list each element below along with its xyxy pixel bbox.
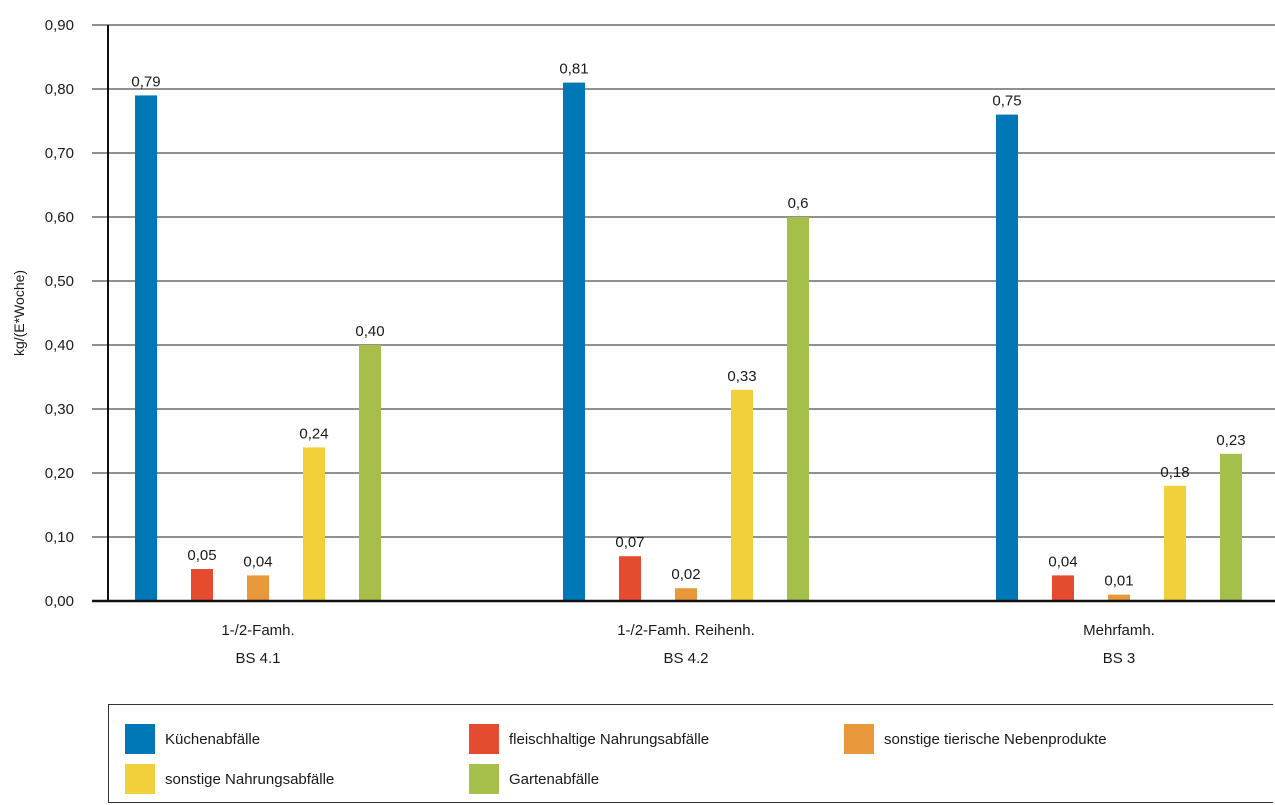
bar: [303, 447, 325, 601]
y-tick-label: 0,30: [45, 401, 74, 418]
bar: [675, 588, 697, 601]
y-tick-label: 0,80: [45, 81, 74, 98]
y-tick-label: 0,50: [45, 273, 74, 290]
bar: [1052, 575, 1074, 601]
bar: [359, 345, 381, 601]
bar: [1220, 453, 1242, 601]
y-tick-label: 0,00: [45, 593, 74, 610]
bar-value-label: 0,04: [1048, 553, 1077, 570]
legend-item: sonstige tierische Nebenprodukte: [844, 724, 1107, 754]
bar-value-label: 0,40: [355, 323, 384, 340]
x-axis-labels: 1-/2-Famh. BS 4.1 1-/2-Famh. Reihenh. BS 4.…: [221, 622, 1155, 667]
y-axis-ticks: 0,00 0,10 0,20 0,30 0,40 0,50 0,60 0,70 0,80 0,90: [45, 17, 74, 610]
x-tick-label: 1-/2-Famh. Reihenh.: [617, 622, 755, 639]
bar: [191, 569, 213, 601]
bars: [135, 82, 1242, 602]
bar: [996, 114, 1018, 601]
x-tick-label-line2: BS 4.2: [663, 650, 708, 667]
legend-item: Gartenabfälle: [469, 764, 599, 794]
bar-value-label: 0,6: [788, 195, 809, 212]
bar-value-labels: 0,79 0,05 0,04 0,24 0,40 0,81 0,07 0,02 0,33 0,6 0…: [131, 61, 1245, 590]
bar: [1108, 594, 1130, 601]
bar: [563, 82, 585, 602]
bar-value-label: 0,23: [1216, 432, 1245, 449]
legend-item: fleischhaltige Nahrungsabfälle: [469, 724, 709, 754]
y-tick-label: 0,90: [45, 17, 74, 34]
legend-label: Gartenabfälle: [509, 770, 600, 788]
legend-label: sonstige tierische Nebenprodukte: [884, 730, 1107, 748]
legend-swatch: [125, 724, 155, 754]
bar: [247, 575, 269, 601]
y-tick-label: 0,60: [45, 209, 74, 226]
legend-swatch: [125, 764, 155, 794]
x-tick-label: 1-/2-Famh.: [221, 622, 294, 639]
x-tick-label-line2: BS 3: [1103, 650, 1136, 667]
legend-label: sonstige Nahrungsabfälle: [165, 770, 335, 788]
legend-item: Küchenabfälle: [125, 724, 260, 754]
legend-item: sonstige Nahrungsabfälle: [125, 764, 334, 794]
legend-swatch: [844, 724, 874, 754]
bar-value-label: 0,81: [559, 61, 588, 78]
bar-value-label: 0,79: [131, 73, 160, 90]
x-tick-label: Mehrfamh.: [1083, 622, 1155, 639]
y-tick-label: 0,20: [45, 465, 74, 482]
bar-value-label: 0,07: [615, 534, 644, 551]
legend-swatch: [469, 724, 499, 754]
bar: [787, 217, 809, 601]
bar-value-label: 0,01: [1104, 573, 1133, 590]
y-tick-label: 0,70: [45, 145, 74, 162]
bar: [619, 556, 641, 601]
legend-swatch: [469, 764, 499, 794]
legend: Küchenabfälle fleischhaltige Nahrungsabfä…: [108, 704, 1273, 803]
y-tick-label: 0,40: [45, 337, 74, 354]
bar-value-label: 0,24: [299, 425, 328, 442]
y-tick-label: 0,10: [45, 529, 74, 546]
bar-value-label: 0,02: [671, 566, 700, 583]
bar-chart: 0,00 0,10 0,20 0,30 0,40 0,50 0,60 0,70 0,80 0,90…: [11, 17, 1275, 667]
legend-label: Küchenabfälle: [165, 730, 261, 748]
bar-value-label: 0,18: [1160, 464, 1189, 481]
legend-label: fleischhaltige Nahrungsabfälle: [509, 730, 710, 748]
bar: [135, 95, 157, 602]
bar: [731, 389, 753, 601]
x-tick-label-line2: BS 4.1: [235, 650, 280, 667]
bar-value-label: 0,04: [243, 553, 272, 570]
y-axis-label: kg/(E*Woche): [11, 270, 27, 356]
bar-value-label: 0,33: [727, 368, 756, 385]
gridlines: [92, 24, 1275, 538]
bar: [1164, 485, 1186, 601]
bar-value-label: 0,05: [187, 547, 216, 564]
bar-value-label: 0,75: [992, 93, 1021, 110]
